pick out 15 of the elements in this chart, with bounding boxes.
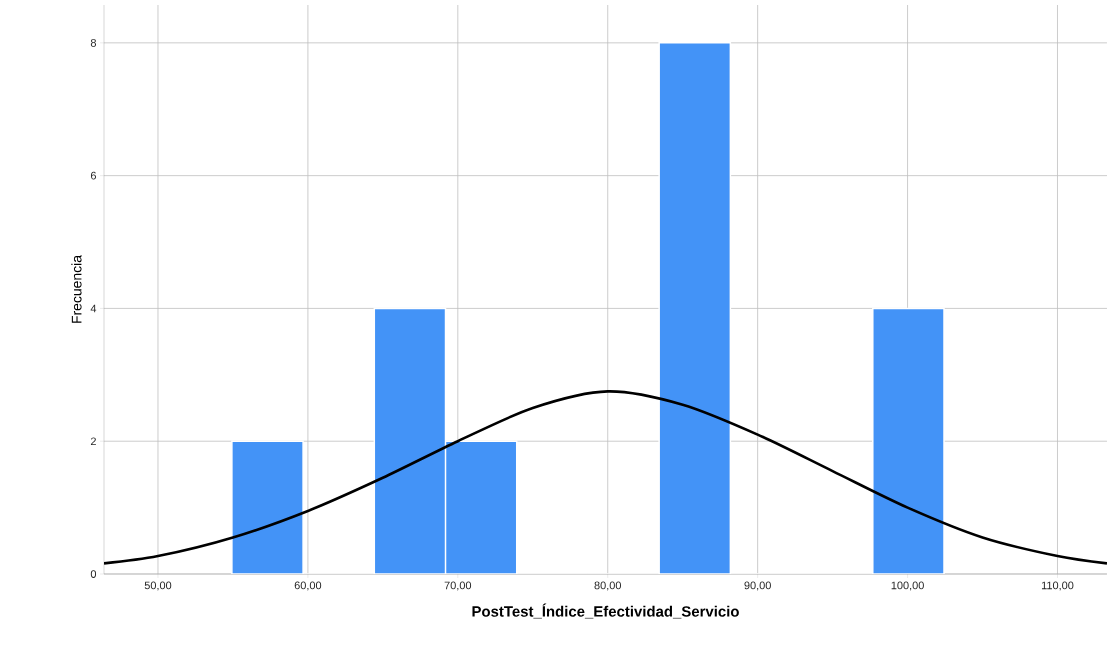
x-tick-label: 70,00 — [444, 581, 472, 591]
x-axis-title: PostTest_Índice_Efectividad_Servicio — [472, 603, 739, 619]
y-tick-label: 2 — [90, 437, 96, 446]
x-tick-label: 100,00 — [891, 581, 924, 591]
x-tick-label: 110,00 — [1041, 581, 1074, 591]
x-tick-label: 60,00 — [294, 581, 322, 591]
y-tick-label: 8 — [90, 38, 97, 47]
line-series — [104, 390, 1107, 565]
y-axis-title: Frecuencia — [71, 255, 82, 323]
y-tick-label: 0 — [90, 570, 97, 578]
y-tick-label: 4 — [90, 304, 97, 313]
y-tick-label: 6 — [90, 171, 97, 180]
x-tick-label: 50,00 — [144, 581, 172, 591]
x-tick-label: 80,00 — [594, 581, 621, 591]
x-tick-label: 90,00 — [744, 581, 771, 591]
